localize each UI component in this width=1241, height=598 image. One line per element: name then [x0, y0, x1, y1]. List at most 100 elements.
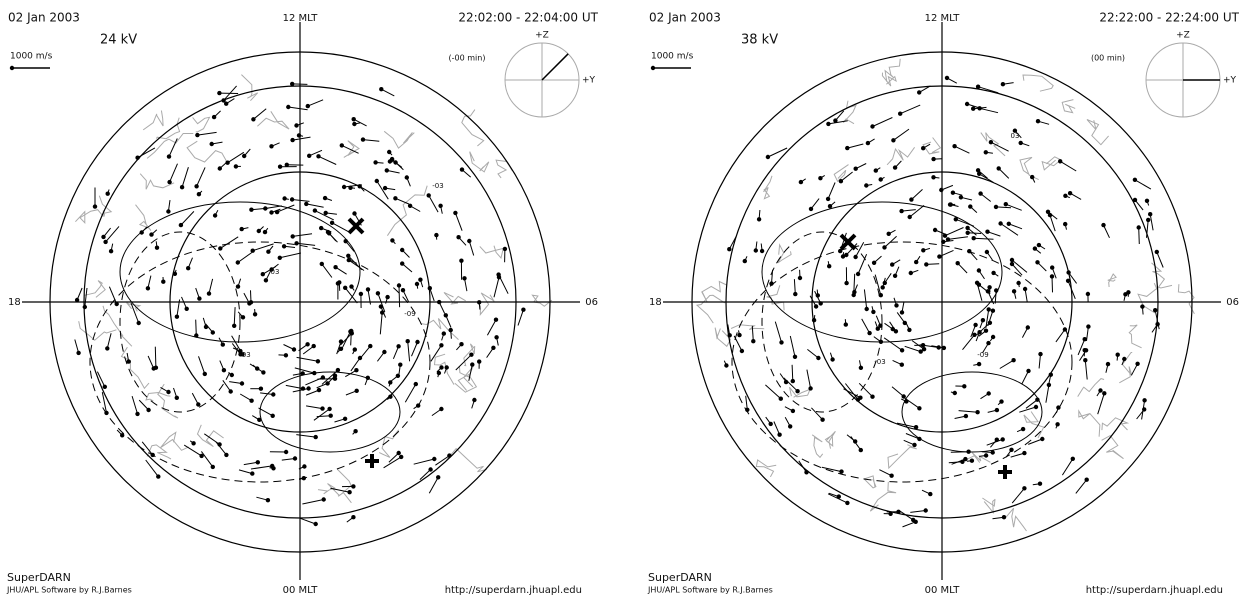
velocity-vector — [1131, 364, 1137, 376]
potential-min — [349, 219, 363, 233]
coastline — [447, 449, 487, 472]
velocity-vector — [830, 202, 835, 206]
contour-label: -09 — [404, 310, 415, 318]
velocity-vector — [138, 148, 155, 158]
velocity-vector — [238, 253, 252, 263]
velocity-vector — [811, 408, 822, 420]
velocity-vector — [987, 252, 993, 260]
velocity-vector — [220, 361, 224, 371]
velocity-vector — [968, 233, 981, 234]
velocity-vector — [336, 267, 347, 274]
velocity-vector — [377, 181, 389, 199]
velocity-vector — [244, 149, 250, 156]
velocity-vector — [161, 387, 169, 392]
source: SuperDARN — [7, 571, 71, 584]
velocity-vector — [807, 370, 811, 389]
velocity-vector — [234, 307, 235, 326]
velocity-vector — [1022, 371, 1029, 384]
velocity-vector — [1052, 276, 1053, 292]
velocity-vector — [412, 342, 418, 356]
velocity-vector — [170, 164, 178, 182]
coastline — [697, 295, 725, 323]
coastline — [435, 354, 455, 384]
vector-dot — [323, 196, 327, 200]
velocity-vector — [974, 238, 994, 239]
coastline — [187, 141, 227, 162]
velocity-vector — [104, 228, 111, 237]
velocity-vector — [252, 416, 259, 420]
velocity-vector — [1078, 339, 1085, 355]
potential-max — [365, 454, 379, 468]
contour-label: -03 — [432, 182, 443, 190]
velocity-vector — [408, 341, 410, 361]
velocity-vector — [1039, 354, 1040, 368]
velocity-vector — [875, 275, 881, 296]
velocity-vector — [293, 234, 312, 237]
vector-dot — [917, 90, 921, 94]
velocity-vector — [293, 137, 311, 140]
velocity-vector — [945, 228, 964, 236]
velocity-vector — [1009, 224, 1022, 229]
map-panel: +Z+Y02 Jan 200338 kV1000 m/s12 MLT22:22:… — [647, 11, 1240, 597]
velocity-vector — [734, 336, 742, 351]
coastline — [85, 281, 106, 298]
coastline — [1023, 75, 1053, 91]
velocity-vector — [107, 333, 111, 348]
velocity-vector — [132, 396, 137, 414]
velocity-vector — [959, 411, 978, 413]
velocity-vector — [958, 263, 967, 273]
velocity-vector — [197, 132, 216, 135]
coastline — [161, 432, 189, 450]
velocity-vector — [284, 345, 295, 350]
velocity-vector — [155, 347, 156, 368]
vector-dot — [437, 300, 441, 304]
velocity-vector — [847, 144, 863, 148]
velocity-vector — [905, 346, 921, 351]
velocity-vector — [280, 253, 301, 258]
velocity-vector — [951, 452, 969, 453]
velocity-vector — [792, 365, 793, 381]
velocity-vector — [402, 250, 409, 258]
velocity-vector — [296, 435, 315, 438]
scale-label: 1000 m/s — [651, 52, 694, 62]
vector-dot — [393, 196, 397, 200]
velocity-vector — [446, 315, 451, 327]
potential-contour — [260, 372, 400, 452]
coastline — [756, 460, 776, 477]
vector-dot — [1135, 362, 1139, 366]
velocity-vector — [192, 393, 198, 404]
velocity-vector — [1070, 193, 1081, 199]
coastline — [470, 152, 489, 172]
vector-dot — [376, 291, 380, 295]
contour-label: -03 — [874, 358, 885, 366]
velocity-vector — [417, 284, 418, 289]
velocity-vector — [432, 409, 442, 416]
coastline — [1119, 352, 1132, 382]
velocity-vector — [255, 309, 256, 314]
velocity-vector — [306, 204, 323, 207]
velocity-vector — [152, 230, 157, 235]
velocity-vector — [402, 264, 412, 272]
coastline — [834, 165, 848, 182]
velocity-vector — [851, 436, 861, 450]
velocity-vector — [874, 256, 881, 263]
coastline — [1042, 157, 1061, 170]
coastline — [1079, 411, 1100, 437]
velocity-vector — [363, 140, 379, 142]
velocity-vector — [414, 459, 435, 464]
velocity-vector — [1038, 121, 1049, 124]
velocity-vector — [265, 206, 282, 209]
velocity-vector — [1084, 350, 1085, 356]
coastline — [193, 117, 210, 132]
velocity-vector — [494, 277, 499, 297]
coastline — [532, 295, 552, 306]
velocity-vector — [790, 336, 795, 357]
velocity-vector — [306, 406, 322, 409]
velocity-vector — [174, 388, 177, 398]
midnight-label: 00 MLT — [283, 585, 319, 596]
velocity-vector — [817, 290, 818, 296]
coastline — [257, 111, 289, 129]
velocity-vector — [407, 178, 411, 187]
velocity-vector — [935, 230, 945, 234]
velocity-vector — [332, 223, 349, 232]
